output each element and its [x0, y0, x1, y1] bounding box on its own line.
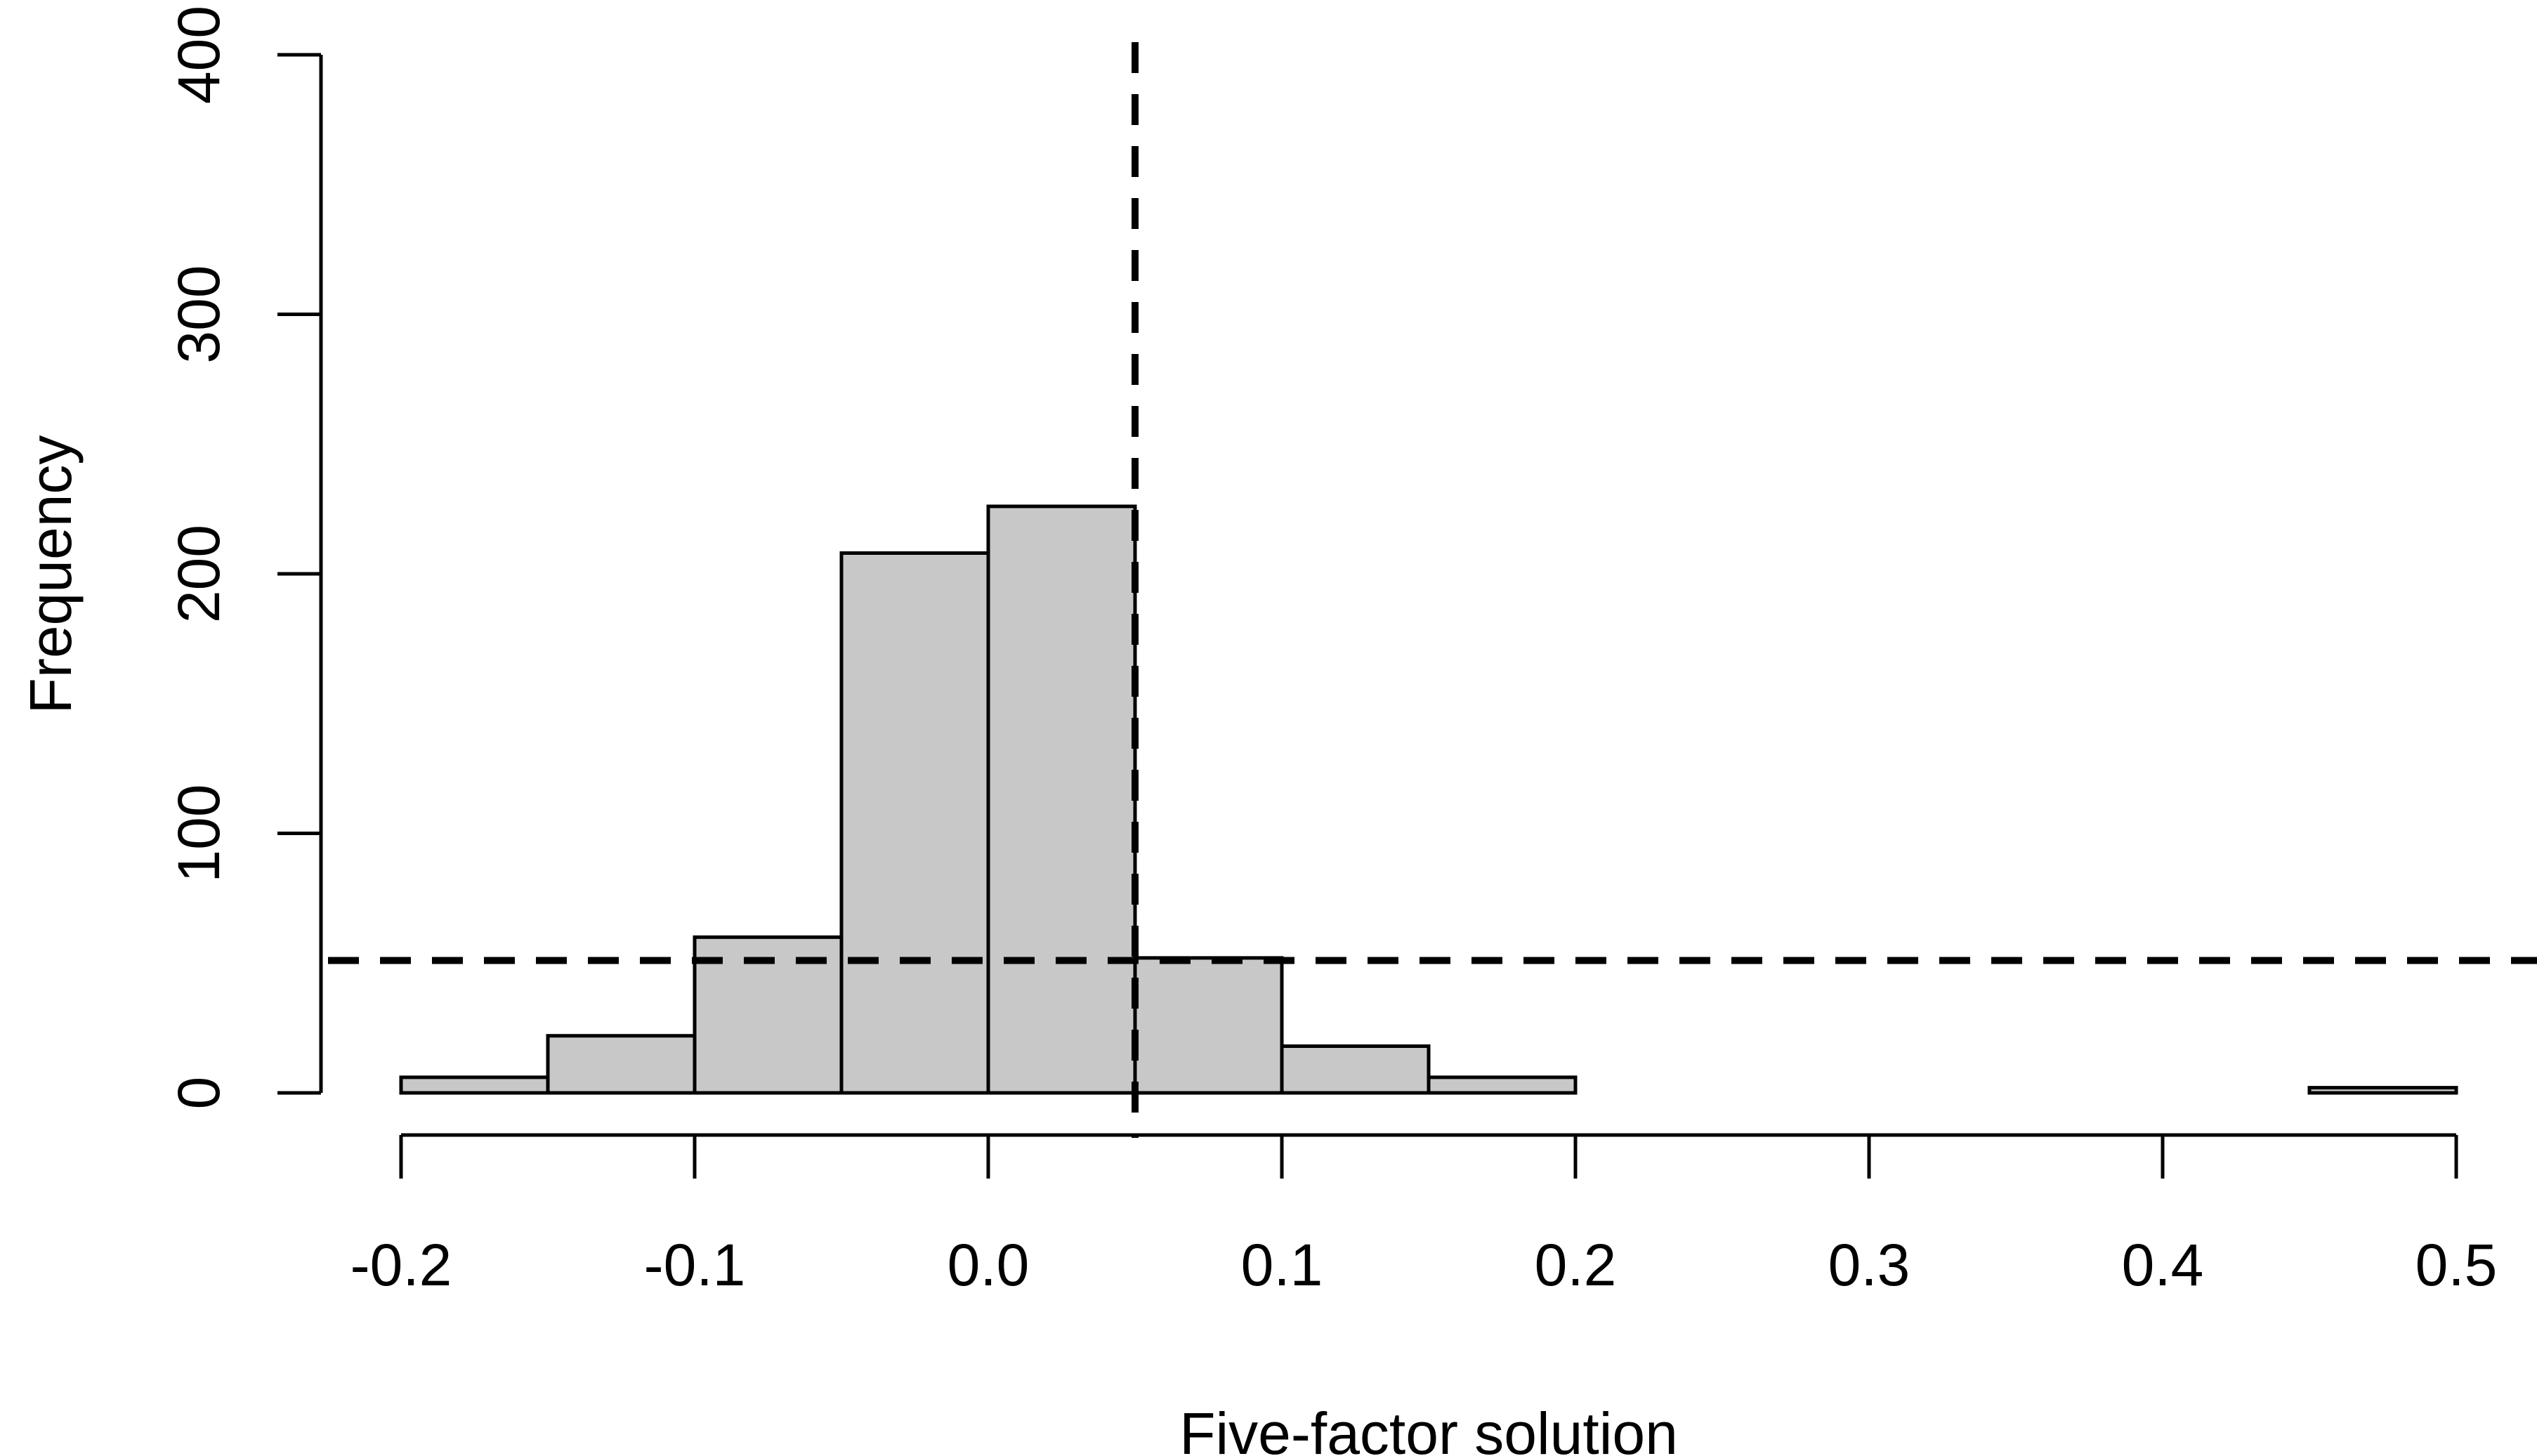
y-tick-label-4: 400 [166, 6, 232, 104]
histogram-bar-13 [2307, 1086, 2458, 1095]
x-axis-title: Five-factor solution [1179, 1401, 1678, 1456]
x-tick-label-7: 0.5 [2415, 1232, 2498, 1298]
y-axis: 0 100 200 300 400 [166, 6, 323, 1110]
x-tick-label-4: 0.2 [1535, 1232, 1617, 1298]
y-tick-label-3: 300 [166, 265, 232, 363]
histogram-bar-6 [1280, 1044, 1431, 1095]
histogram-bar-3 [839, 551, 990, 1095]
histogram-bar-7 [1427, 1075, 1578, 1095]
reference-lines [328, 42, 2537, 1138]
y-tick-label-2: 200 [166, 525, 232, 623]
x-tick-label-5: 0.3 [1828, 1232, 1910, 1298]
x-tick-label-3: 0.1 [1241, 1232, 1323, 1298]
x-tick-label-1: -0.1 [644, 1232, 746, 1298]
x-axis: -0.2 -0.1 0.0 0.1 0.2 0.3 0.4 0.5 [350, 1133, 2498, 1298]
y-axis-title: Frequency [18, 435, 84, 714]
histogram-bar-4 [986, 504, 1137, 1095]
y-tick-label-1: 100 [166, 784, 232, 882]
histogram-bars [399, 504, 2458, 1095]
histogram-bar-1 [546, 1034, 697, 1095]
x-tick-label-0: -0.2 [350, 1232, 452, 1298]
x-tick-label-6: 0.4 [2122, 1232, 2204, 1298]
x-tick-label-2: 0.0 [948, 1232, 1030, 1298]
histogram-bar-5 [1133, 956, 1284, 1095]
histogram-bar-0 [399, 1075, 550, 1095]
y-tick-label-0: 0 [166, 1077, 232, 1110]
